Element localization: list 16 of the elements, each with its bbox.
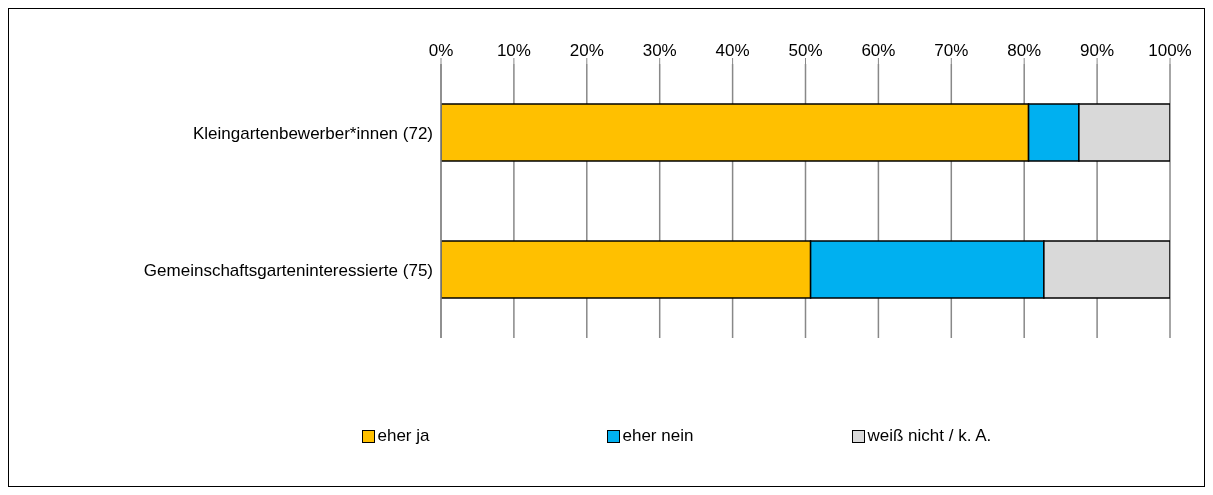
legend-label: weiß nicht / k. A. bbox=[867, 426, 992, 446]
y-tick-label: Kleingartenbewerber*innen (72) bbox=[192, 123, 433, 143]
x-tick-label: 10% bbox=[496, 41, 531, 60]
x-tick-label: 0% bbox=[428, 41, 454, 60]
x-tick-label: 50% bbox=[788, 41, 823, 60]
x-tick-label: 30% bbox=[642, 41, 677, 60]
x-tick-label: 20% bbox=[569, 41, 604, 60]
legend-label: eher ja bbox=[377, 426, 430, 446]
x-tick-label: 90% bbox=[1080, 41, 1115, 60]
x-tick-label: 40% bbox=[715, 41, 750, 60]
x-tick-label: 80% bbox=[1007, 41, 1042, 60]
legend-label: eher nein bbox=[622, 426, 694, 446]
x-tick-label: 100% bbox=[1148, 41, 1192, 60]
x-tick-label: 60% bbox=[861, 41, 896, 60]
x-tick-label: 70% bbox=[934, 41, 969, 60]
y-tick-label: Gemeinschaftsgarteninteressierte (75) bbox=[143, 260, 433, 280]
